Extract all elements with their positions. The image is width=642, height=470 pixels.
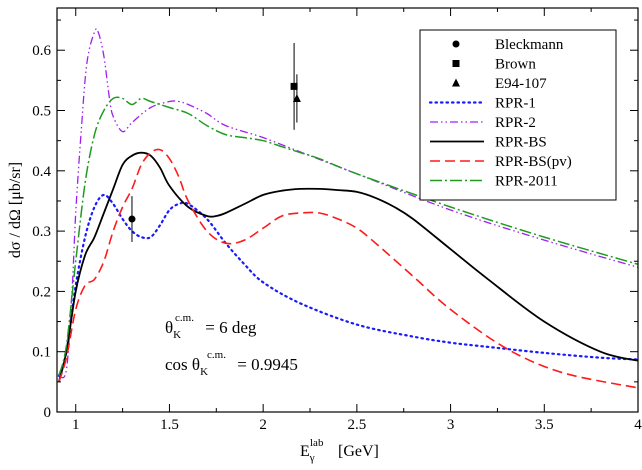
x-tick-label: 4 xyxy=(634,417,642,433)
legend-marker-bleckmann xyxy=(452,40,460,48)
data-point-e94-107 xyxy=(292,93,301,102)
series-line-rpr-2011 xyxy=(58,96,638,376)
legend-box xyxy=(419,29,617,201)
series-line-rpr-1 xyxy=(57,193,638,377)
y-tick-label: 0.2 xyxy=(32,284,51,300)
x-axis-sup: lab xyxy=(310,437,324,449)
plot-frame xyxy=(56,7,639,413)
x-axis-label: Eγ lab [GeV] xyxy=(300,437,379,464)
series-line-rpr-bs-pv- xyxy=(58,148,638,389)
y-tick-label: 0 xyxy=(44,405,52,421)
annotation-angle-symbol: θ xyxy=(165,318,173,337)
annotation-angle-value: = 6 deg xyxy=(201,318,257,337)
annotation-cos: cos θKc.m. = 0.9945 xyxy=(165,349,298,378)
data-point-brown xyxy=(290,82,298,90)
y-tick-label: 0.6 xyxy=(32,43,51,59)
legend: Bleckmann Brown E94-107 RPR-1 RPR-2 RPR-BS RPR… xyxy=(419,29,617,201)
x-tick-label: 3 xyxy=(447,417,455,433)
axis-ticks: 1 1.5 2 2.5 3 3.5 4 0 0.1 0.2 0.3 0.4 0.5 0.6 xyxy=(32,8,642,433)
x-tick-label: 1.5 xyxy=(160,417,179,433)
data-point-bleckmann xyxy=(128,215,136,223)
legend-label: Brown xyxy=(495,57,536,73)
legend-marker-brown xyxy=(452,60,460,67)
x-axis-symbol: E xyxy=(300,443,310,460)
x-tick-label: 2.5 xyxy=(347,417,366,433)
annotation-cos-sub: K xyxy=(200,366,208,378)
legend-label: RPR-2011 xyxy=(495,174,558,190)
x-axis-sub: γ xyxy=(309,452,315,464)
annotation-angle: θKc.m. = 6 deg xyxy=(165,312,257,341)
annotation-cos-sup: c.m. xyxy=(207,349,226,361)
x-axis-unit: [GeV] xyxy=(338,443,379,460)
annotation-cos-value: = 0.9945 xyxy=(233,355,298,374)
y-tick-label: 0.5 xyxy=(32,104,51,120)
legend-label: RPR-1 xyxy=(495,96,536,112)
data-points-layer xyxy=(128,42,301,242)
y-tick-label: 0.1 xyxy=(32,345,51,361)
annotation-angle-sub: K xyxy=(173,329,181,341)
y-axis-label: dσ / dΩ [μb/sr] xyxy=(7,162,24,258)
legend-label: RPR-BS(pv) xyxy=(495,154,572,170)
curves-layer xyxy=(57,28,638,389)
legend-marker-e94-107 xyxy=(452,78,460,87)
legend-label: Bleckmann xyxy=(495,37,564,53)
annotation-cos-symbol: cos θ xyxy=(165,355,200,374)
y-tick-label: 0.4 xyxy=(32,164,51,180)
annotation-angle-sup: c.m. xyxy=(175,312,194,324)
y-tick-label: 0.3 xyxy=(32,224,51,240)
series-line-rpr-bs xyxy=(58,151,638,383)
x-tick-label: 1 xyxy=(72,417,80,433)
x-tick-label: 3.5 xyxy=(535,417,554,433)
legend-label: RPR-2 xyxy=(495,115,536,131)
legend-label: E94-107 xyxy=(495,76,547,92)
legend-label: RPR-BS xyxy=(495,135,547,151)
series-line-rpr-2 xyxy=(58,28,638,379)
x-tick-label: 2 xyxy=(259,417,267,433)
